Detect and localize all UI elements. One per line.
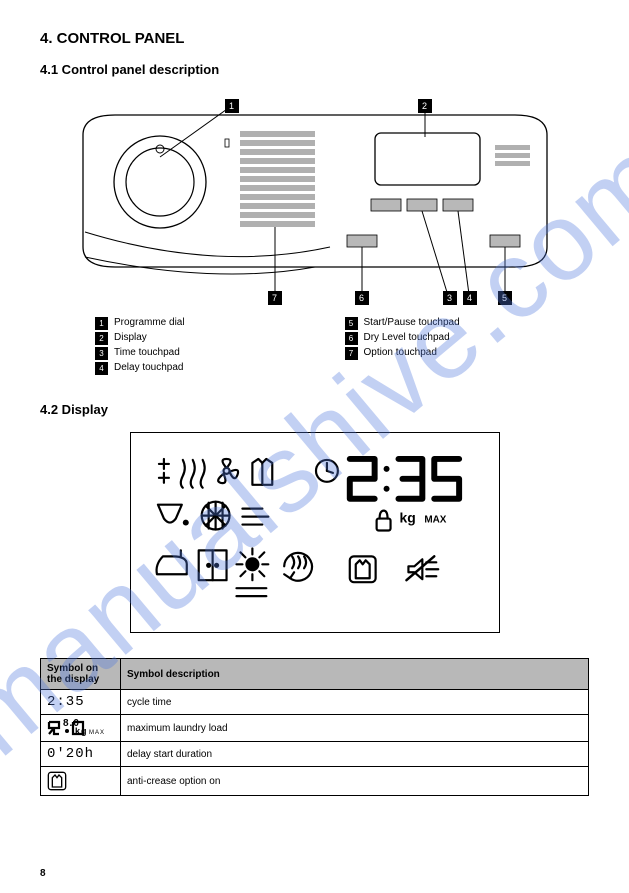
svg-text:kg: kg [399,510,415,526]
table-row: 8.0 kg MAX maximum laundry load [41,715,589,742]
marker-7: 7 [268,291,282,305]
legend-text: Time touchpad [114,347,180,358]
legend-text: Start/Pause touchpad [364,317,460,328]
panel-subtitle: 4.1 Control panel description [40,62,589,77]
desc-cell: cycle time [121,690,589,715]
legend-col-left: 1Programme dial 2Display 3Time touchpad … [95,317,285,377]
display-svg: kg MAX [151,451,479,615]
legend-num: 7 [345,347,358,360]
legend: 1Programme dial 2Display 3Time touchpad … [95,317,534,377]
legend-num: 6 [345,332,358,345]
symbol-cell: 0'20h [41,742,121,767]
desc-cell: anti-crease option on [121,767,589,796]
marker-1: 1 [225,99,239,113]
legend-text: Dry Level touchpad [364,332,450,343]
desc-cell: maximum laundry load [121,715,589,742]
control-panel-diagram: 1 2 3 4 5 6 7 [75,107,555,302]
marker-2: 2 [418,99,432,113]
legend-num: 1 [95,317,108,330]
legend-num: 5 [345,317,358,330]
symbol-table: Symbol on the display Symbol description… [40,658,589,796]
legend-num: 2 [95,332,108,345]
svg-text:MAX: MAX [89,730,105,736]
desc-cell: delay start duration [121,742,589,767]
weight-icon: 8.0 kg MAX [47,719,107,737]
svg-text:MAX: MAX [424,515,446,526]
marker-6: 6 [355,291,369,305]
marker-4: 4 [463,291,477,305]
panel-svg [75,107,555,302]
legend-text: Option touchpad [364,347,437,358]
legend-text: Delay touchpad [114,362,184,373]
legend-col-right: 5 Start/Pause touchpad 6 Dry Level touchpa… [345,317,535,377]
legend-num: 3 [95,347,108,360]
symbol-cell: 8.0 kg MAX [41,715,121,742]
table-row: 0'20h delay start duration [41,742,589,767]
symbol-cell [41,767,121,796]
page-content: 4. CONTROL PANEL 4.1 Control panel descr… [0,0,629,816]
symbol-cell: 2:35 [41,690,121,715]
legend-num: 4 [95,362,108,375]
page-number: 8 [40,868,46,879]
table-header-symbol: Symbol on the display [41,659,121,690]
display-diagram: kg MAX [130,432,500,633]
table-row: 2:35 cycle time [41,690,589,715]
section-title: 4. CONTROL PANEL [40,30,589,47]
marker-3: 3 [443,291,457,305]
display-subtitle: 4.2 Display [40,402,589,417]
table-header-desc: Symbol description [121,659,589,690]
marker-5: 5 [498,291,512,305]
legend-text: Programme dial [114,317,185,328]
anticrease-icon [47,771,67,791]
svg-text:kg: kg [75,726,88,736]
legend-text: Display [114,332,147,343]
table-row: anti-crease option on [41,767,589,796]
